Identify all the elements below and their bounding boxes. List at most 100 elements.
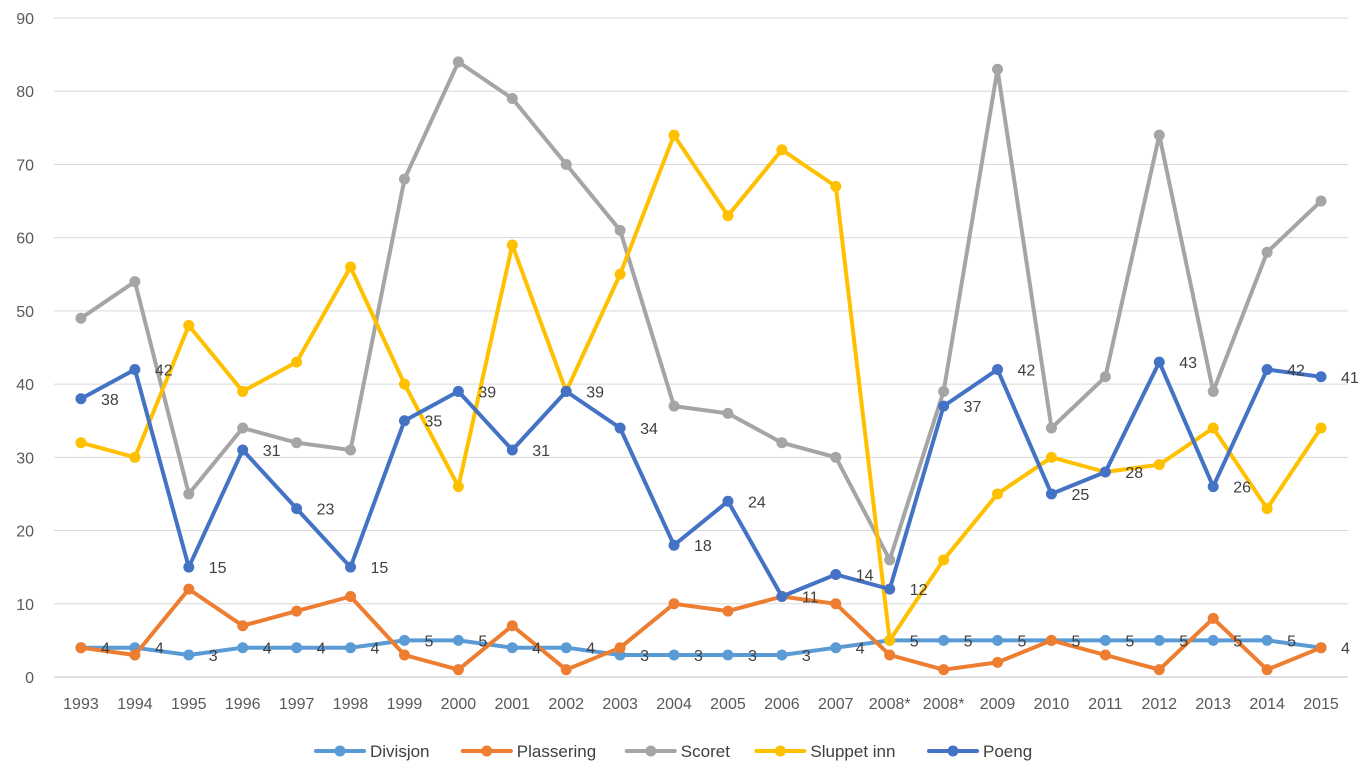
data-label: 43 <box>1179 355 1197 372</box>
data-label: 42 <box>155 362 173 379</box>
data-point <box>237 444 249 456</box>
data-point <box>884 649 896 661</box>
data-label: 42 <box>1018 362 1036 379</box>
x-tick-label: 1996 <box>225 696 261 713</box>
data-label: 34 <box>640 421 658 438</box>
data-point <box>668 598 680 610</box>
data-label: 37 <box>964 399 982 416</box>
data-point <box>452 56 464 68</box>
data-point <box>884 634 896 646</box>
legend: Divisjon Plassering Scoret Sluppet inn Poeng <box>314 742 1032 761</box>
data-point <box>722 649 734 661</box>
legend-item-sluppet-inn: Sluppet inn <box>754 742 895 761</box>
data-point <box>345 444 357 456</box>
data-label: 4 <box>532 641 541 658</box>
data-point <box>237 620 249 632</box>
data-label: 15 <box>371 560 389 577</box>
data-point <box>830 451 842 463</box>
data-label: 4 <box>586 641 595 658</box>
legend-label: Plassering <box>517 742 596 761</box>
data-point <box>506 93 518 105</box>
x-tick-label: 2015 <box>1303 696 1339 713</box>
data-point <box>560 385 572 397</box>
data-label: 4 <box>263 641 272 658</box>
data-label: 39 <box>586 384 604 401</box>
data-label: 4 <box>317 641 326 658</box>
legend-marker <box>645 745 657 757</box>
series-line <box>79 360 1323 599</box>
y-tick-label: 50 <box>16 304 34 321</box>
data-point <box>992 63 1004 75</box>
data-point <box>506 642 518 654</box>
data-point <box>992 363 1004 375</box>
data-point <box>614 224 626 236</box>
data-label: 11 <box>802 589 819 606</box>
data-label: 5 <box>478 633 487 650</box>
data-label: 5 <box>1233 633 1242 650</box>
data-point <box>75 312 87 324</box>
data-label: 5 <box>1125 633 1134 650</box>
data-label: 39 <box>478 384 496 401</box>
data-point <box>291 503 303 515</box>
data-point <box>1315 422 1327 434</box>
x-tick-label: 1999 <box>387 696 423 713</box>
legend-marker <box>481 745 493 757</box>
data-label: 5 <box>910 633 919 650</box>
data-point <box>1099 634 1111 646</box>
x-tick-label: 2014 <box>1249 696 1285 713</box>
data-point <box>345 642 357 654</box>
data-label: 4 <box>371 641 380 658</box>
series-sluppet-inn <box>75 129 1327 646</box>
data-labels: 4 4 3 4 4 4 5 5 4 4 3 3 3 3 4 5 5 5 5 5 5 5 5 43842153123153539… <box>101 355 1359 665</box>
data-point <box>722 495 734 507</box>
data-point <box>345 590 357 602</box>
data-point <box>183 488 195 500</box>
data-point <box>1261 246 1273 258</box>
data-point <box>668 400 680 412</box>
data-label: 25 <box>1071 487 1089 504</box>
data-label: 5 <box>964 633 973 650</box>
data-point <box>1207 385 1219 397</box>
x-tick-label: 2007 <box>818 696 854 713</box>
data-point <box>614 268 626 280</box>
x-tick-label: 2011 <box>1088 696 1123 713</box>
x-tick-label: 2012 <box>1141 696 1177 713</box>
legend-label: Divisjon <box>370 742 430 761</box>
x-tick-label: 2004 <box>656 696 692 713</box>
data-point <box>1207 612 1219 624</box>
data-point <box>345 261 357 273</box>
data-point <box>291 642 303 654</box>
data-point <box>938 400 950 412</box>
data-point <box>75 393 87 405</box>
gridlines <box>54 17 1348 678</box>
data-point <box>1207 634 1219 646</box>
data-point <box>398 173 410 185</box>
series-line <box>79 638 1323 657</box>
data-point <box>452 634 464 646</box>
data-point <box>992 488 1004 500</box>
data-point <box>291 356 303 368</box>
data-point <box>129 276 141 288</box>
data-point <box>1315 642 1327 654</box>
data-point <box>237 385 249 397</box>
data-label: 15 <box>209 560 227 577</box>
data-point <box>614 642 626 654</box>
data-label: 35 <box>424 414 442 431</box>
data-label: 3 <box>748 648 757 665</box>
data-point <box>1153 664 1165 676</box>
data-point <box>938 385 950 397</box>
y-tick-label: 90 <box>16 11 34 28</box>
y-tick-label: 80 <box>16 84 34 101</box>
series-group <box>75 56 1327 676</box>
data-point <box>75 437 87 449</box>
data-label: 4 <box>1341 641 1350 658</box>
data-label: 4 <box>856 641 865 658</box>
x-tick-label: 2009 <box>980 696 1016 713</box>
data-point <box>398 649 410 661</box>
data-point <box>1153 634 1165 646</box>
legend-item-plassering: Plassering <box>460 742 596 761</box>
data-point <box>722 210 734 222</box>
series-line <box>79 59 1323 562</box>
x-tick-label: 2010 <box>1034 696 1070 713</box>
data-point <box>291 605 303 617</box>
